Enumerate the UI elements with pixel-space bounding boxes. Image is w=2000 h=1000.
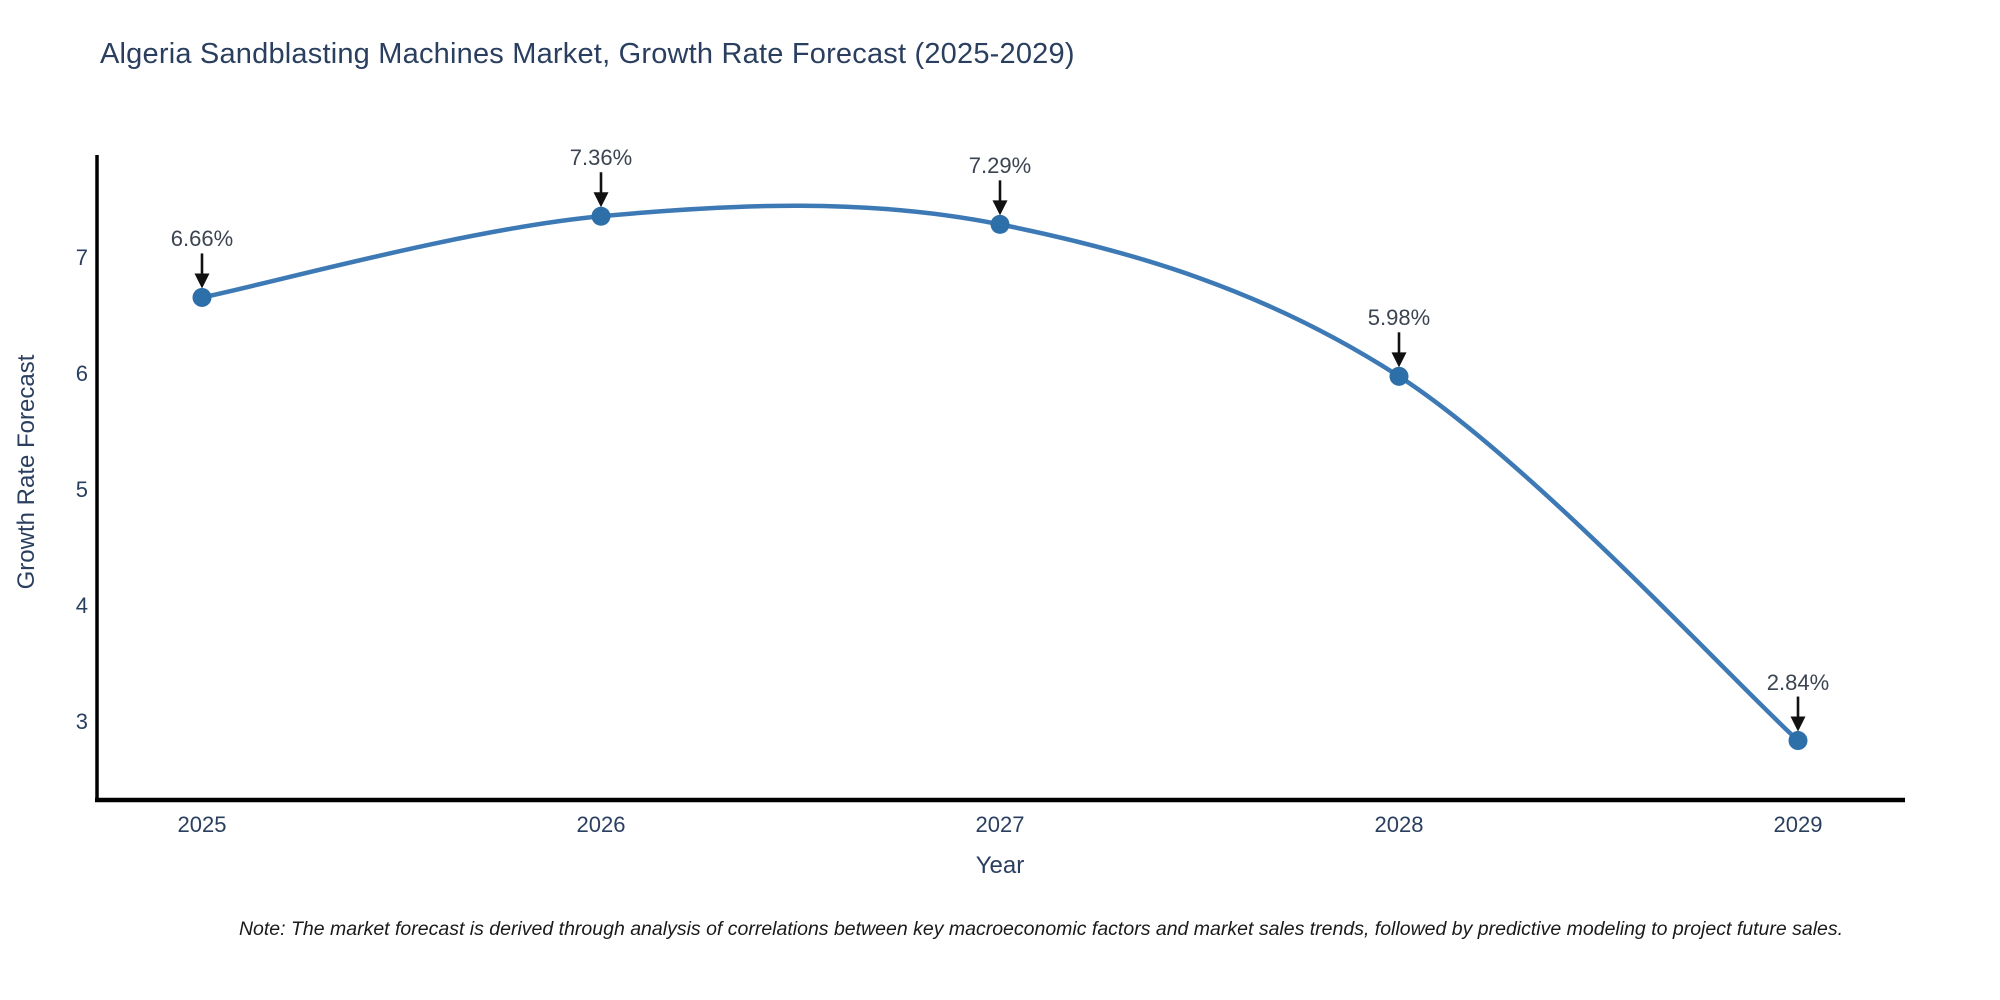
point-value-label: 6.66% <box>170 226 234 252</box>
footnote: Note: The market forecast is derived thr… <box>238 918 1844 940</box>
annotation-arrowhead-icon <box>593 192 609 208</box>
point-value-label: 7.36% <box>569 145 633 171</box>
x-tick-label: 2026 <box>576 812 626 837</box>
data-point-marker <box>591 206 611 226</box>
y-tick-label: 3 <box>75 709 88 734</box>
point-value-label: 7.29% <box>968 153 1032 179</box>
annotation-arrowhead-icon <box>1391 352 1407 368</box>
y-tick-label: 7 <box>75 245 88 270</box>
data-point-marker <box>990 214 1010 234</box>
x-axis-title: Year <box>975 852 1025 879</box>
data-point-marker <box>1389 366 1409 386</box>
y-tick-label: 6 <box>75 361 88 386</box>
data-point-marker <box>1788 731 1808 751</box>
x-tick-label: 2025 <box>177 812 227 837</box>
annotation-arrowhead-icon <box>992 200 1008 216</box>
annotation-arrowhead-icon <box>1790 716 1806 732</box>
annotation-arrowhead-icon <box>194 273 210 289</box>
x-tick-label: 2028 <box>1374 812 1424 837</box>
forecast-line <box>199 203 1801 743</box>
y-tick-label: 4 <box>75 593 88 618</box>
x-tick-label: 2027 <box>975 812 1025 837</box>
point-value-label: 5.98% <box>1367 305 1431 331</box>
chart-title: Algeria Sandblasting Machines Market, Gr… <box>100 38 1075 70</box>
x-tick-label: 2029 <box>1773 812 1823 837</box>
point-value-label: 2.84% <box>1766 669 1830 695</box>
y-tick-label: 5 <box>75 477 88 502</box>
data-point-marker <box>192 287 212 307</box>
